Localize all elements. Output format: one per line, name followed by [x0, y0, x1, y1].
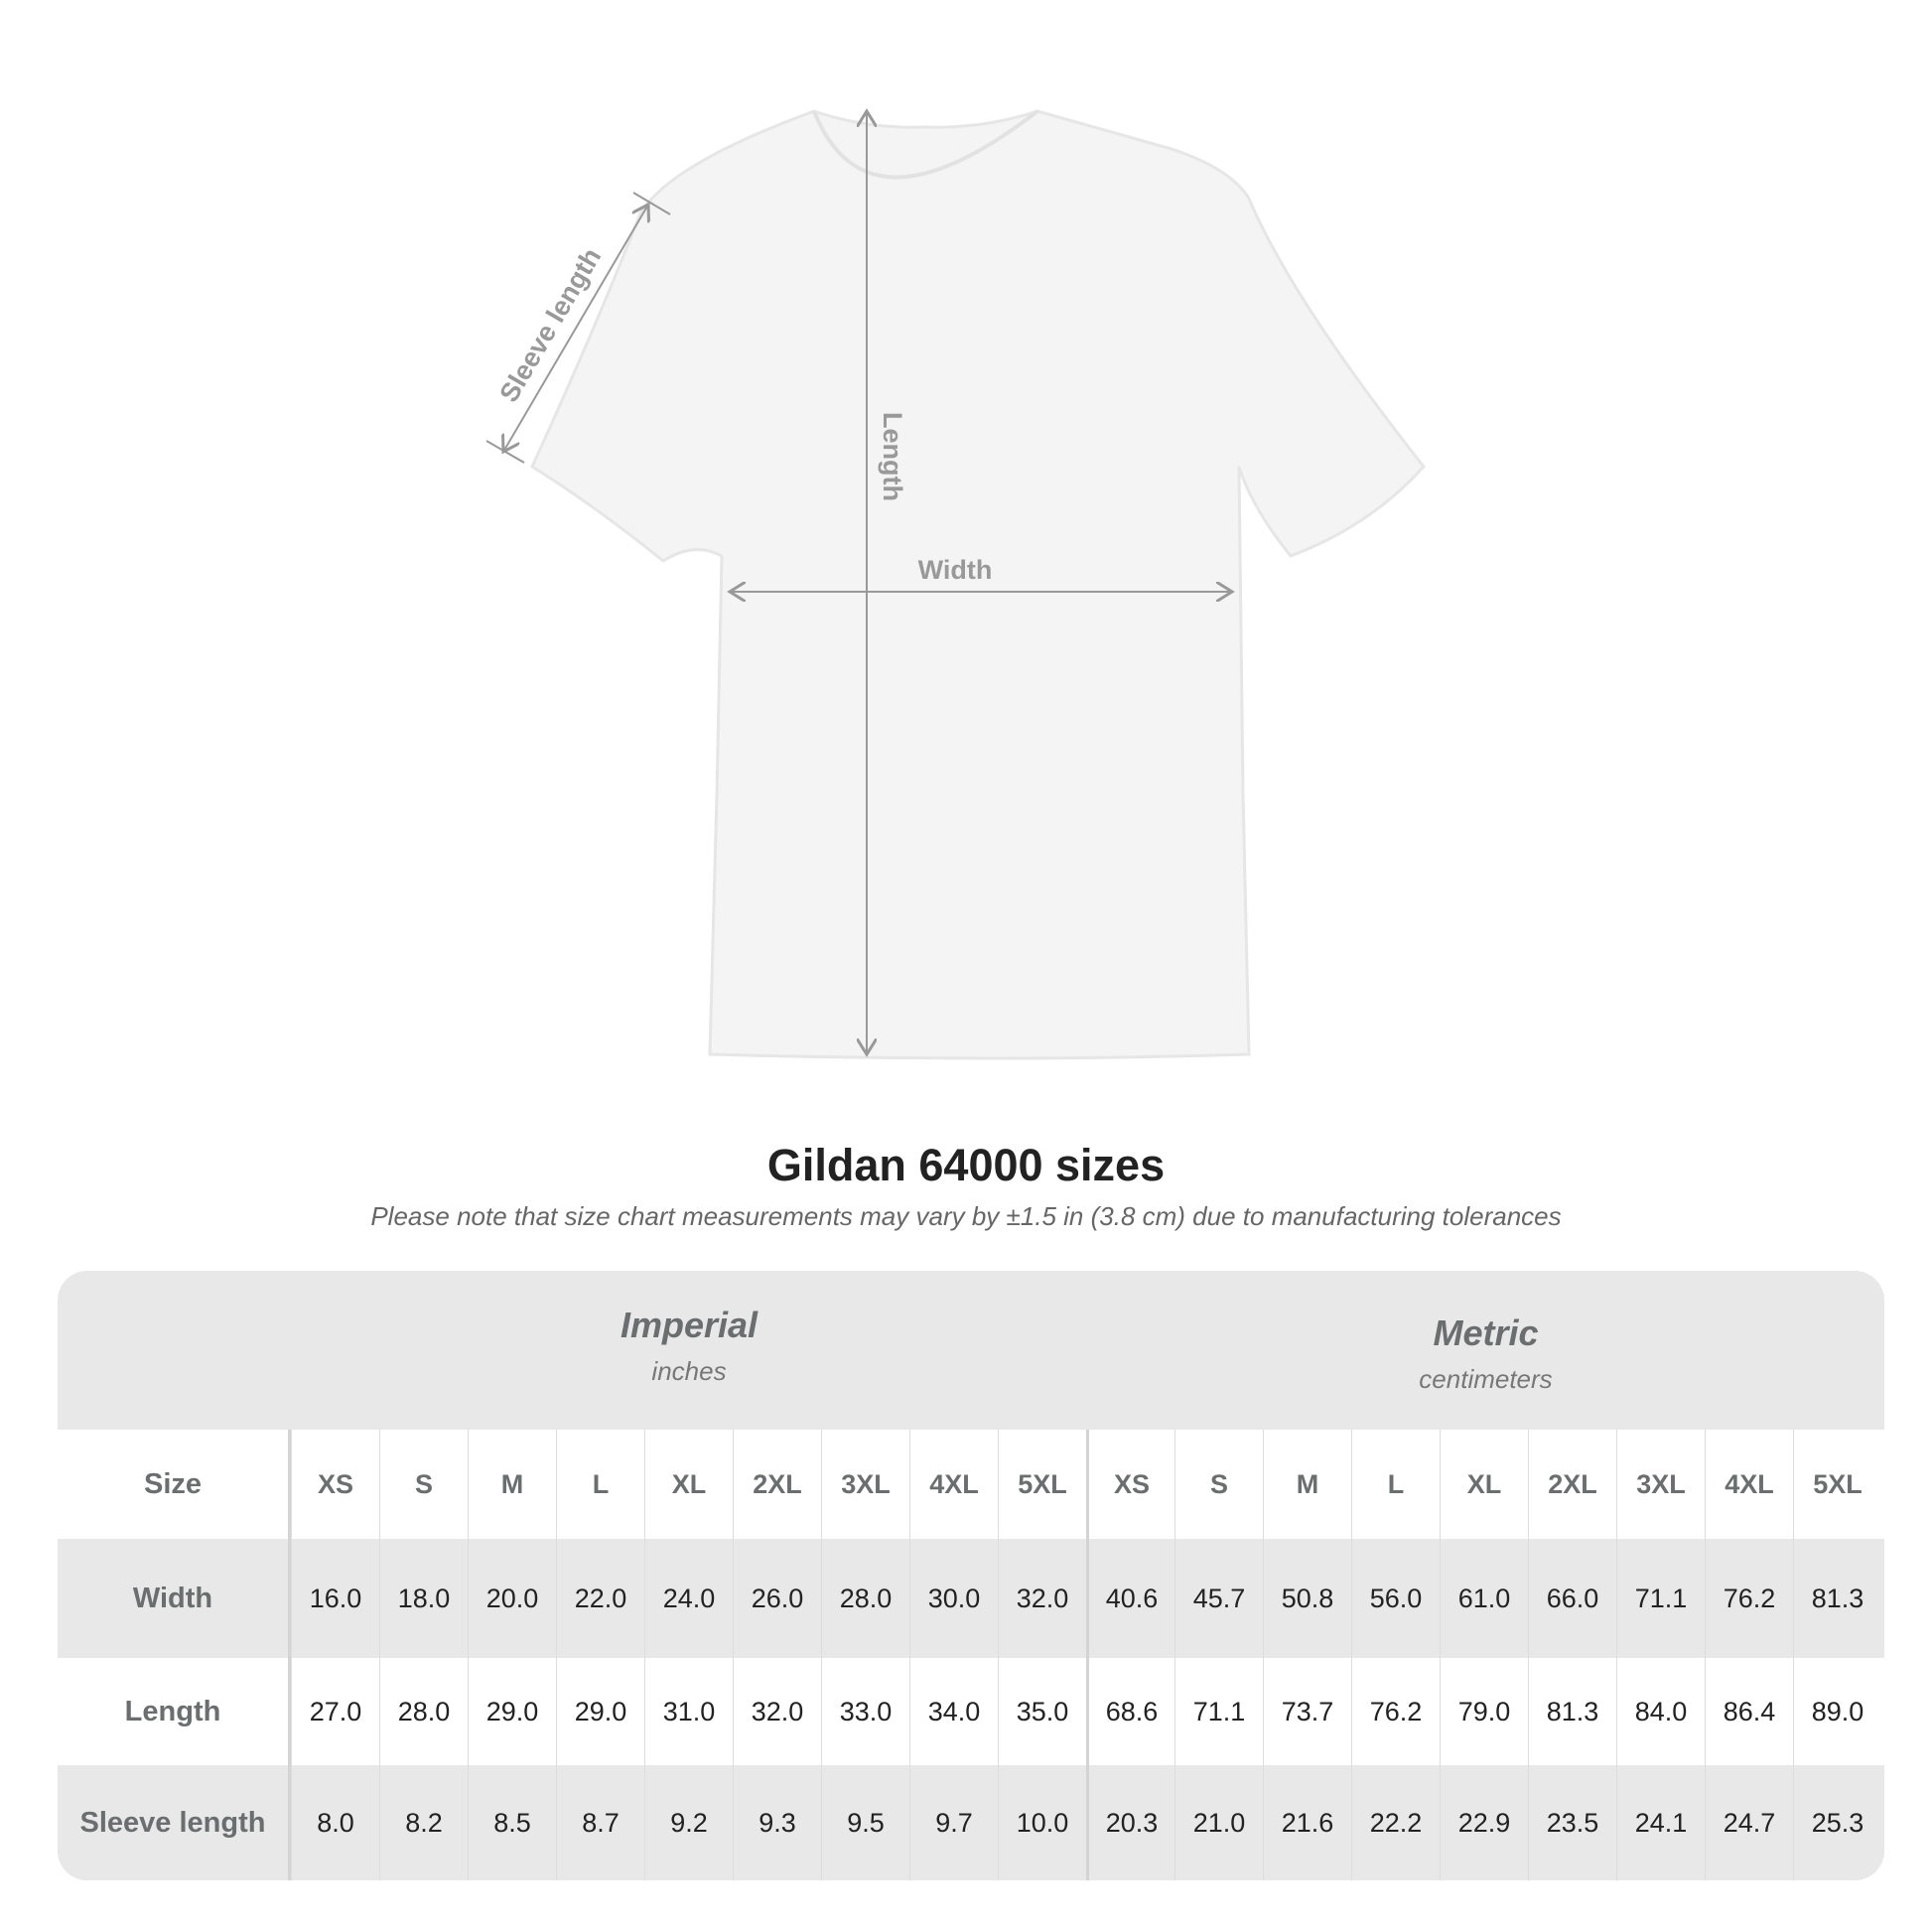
imperial-unit: inches [651, 1356, 727, 1386]
table-cell-metric: 71.1 [1174, 1658, 1263, 1765]
tolerance-note: Please note that size chart measurements… [370, 1201, 1562, 1231]
table-cell-imperial: 20.0 [468, 1539, 556, 1658]
table-cell-metric: 23.5 [1528, 1765, 1616, 1880]
table-cell-metric: 50.8 [1263, 1539, 1351, 1658]
size-header-imperial: XS [291, 1430, 379, 1539]
table-cell-imperial: 10.0 [998, 1765, 1086, 1880]
table-cell-imperial: 8.7 [556, 1765, 644, 1880]
table-cell-metric: 21.6 [1263, 1765, 1351, 1880]
size-header-imperial: 5XL [998, 1430, 1086, 1539]
table-cell-imperial: 30.0 [909, 1539, 998, 1658]
table-cell-imperial: 35.0 [998, 1658, 1086, 1765]
size-table: Imperial inches Metric centimeters Size X… [58, 1271, 1884, 1880]
table-cell-imperial: 9.3 [733, 1765, 821, 1880]
sleeve-length-arrow [503, 205, 648, 452]
page-title: Gildan 64000 sizes [766, 1140, 1166, 1190]
tshirt-diagram: Length Width Sleeve length [485, 0, 1426, 1060]
table-cell-imperial: 22.0 [556, 1539, 644, 1658]
size-row: Size XS S M L XL 2XL 3XL 4XL 5XL XS S M L XL 2XL 3XL 4XL 5… [58, 1430, 1884, 1539]
table-cell-imperial: 32.0 [733, 1658, 821, 1765]
table-cell-imperial: 33.0 [821, 1658, 909, 1765]
size-header-metric: 4XL [1705, 1430, 1793, 1539]
table-cell-imperial: 27.0 [291, 1658, 379, 1765]
size-header-imperial: M [468, 1430, 556, 1539]
size-header-imperial: 2XL [733, 1430, 821, 1539]
table-cell-imperial: 16.0 [291, 1539, 379, 1658]
table-cell-imperial: 8.0 [291, 1765, 379, 1880]
table-cell-imperial: 9.5 [821, 1765, 909, 1880]
table-cell-imperial: 9.2 [644, 1765, 733, 1880]
table-cell-imperial: 8.2 [379, 1765, 468, 1880]
table-cell-imperial: 28.0 [821, 1539, 909, 1658]
table-cell-metric: 56.0 [1351, 1539, 1440, 1658]
table-cell-metric: 40.6 [1086, 1539, 1174, 1658]
table-cell-imperial: 26.0 [733, 1539, 821, 1658]
metric-header: Metric centimeters [1087, 1271, 1884, 1430]
table-cell-imperial: 29.0 [556, 1658, 644, 1765]
table-cell-imperial: 31.0 [644, 1658, 733, 1765]
metric-title: Metric [1433, 1312, 1539, 1353]
size-header-imperial: XL [644, 1430, 733, 1539]
table-cell-metric: 84.0 [1616, 1658, 1705, 1765]
width-row: Width 16.0 18.0 20.0 22.0 24.0 26.0 28.0 30.0 32.… [58, 1539, 1884, 1658]
table-cell-imperial: 9.7 [909, 1765, 998, 1880]
size-header-metric: 5XL [1793, 1430, 1881, 1539]
size-header-imperial: 3XL [821, 1430, 909, 1539]
table-cell-metric: 21.0 [1174, 1765, 1263, 1880]
size-header-imperial: S [379, 1430, 468, 1539]
table-cell-metric: 79.0 [1440, 1658, 1528, 1765]
size-header-metric: XS [1086, 1430, 1174, 1539]
size-header-metric: 2XL [1528, 1430, 1616, 1539]
table-cell-metric: 71.1 [1616, 1539, 1705, 1658]
length-row: Length 27.0 28.0 29.0 29.0 31.0 32.0 33.0 34.0 35… [58, 1658, 1884, 1765]
size-header-metric: XL [1440, 1430, 1528, 1539]
table-cell-metric: 22.2 [1351, 1765, 1440, 1880]
table-cell-imperial: 28.0 [379, 1658, 468, 1765]
table-cell-imperial: 18.0 [379, 1539, 468, 1658]
table-cell-metric: 81.3 [1528, 1658, 1616, 1765]
table-cell-imperial: 8.5 [468, 1765, 556, 1880]
row-label: Width [58, 1539, 291, 1658]
table-cell-imperial: 32.0 [998, 1539, 1086, 1658]
size-header-imperial: 4XL [909, 1430, 998, 1539]
metric-unit: centimeters [1419, 1364, 1553, 1394]
size-header-metric: L [1351, 1430, 1440, 1539]
table-cell-metric: 22.9 [1440, 1765, 1528, 1880]
length-label: Length [878, 412, 907, 501]
table-cell-metric: 68.6 [1086, 1658, 1174, 1765]
table-cell-metric: 24.7 [1705, 1765, 1793, 1880]
row-label: Length [58, 1658, 291, 1765]
size-header-metric: 3XL [1616, 1430, 1705, 1539]
size-header-metric: S [1174, 1430, 1263, 1539]
table-cell-metric: 20.3 [1086, 1765, 1174, 1880]
table-cell-metric: 81.3 [1793, 1539, 1881, 1658]
table-cell-imperial: 29.0 [468, 1658, 556, 1765]
table-cell-metric: 24.1 [1616, 1765, 1705, 1880]
table-cell-metric: 45.7 [1174, 1539, 1263, 1658]
table-cell-metric: 61.0 [1440, 1539, 1528, 1658]
imperial-header: Imperial inches [291, 1271, 1087, 1430]
size-header-metric: M [1263, 1430, 1351, 1539]
table-cell-metric: 73.7 [1263, 1658, 1351, 1765]
table-cell-imperial: 34.0 [909, 1658, 998, 1765]
table-cell-imperial: 24.0 [644, 1539, 733, 1658]
row-label: Sleeve length [58, 1765, 291, 1880]
size-header-imperial: L [556, 1430, 644, 1539]
imperial-title: Imperial [620, 1305, 759, 1345]
sleeve-length-row: Sleeve length 8.0 8.2 8.5 8.7 9.2 9.3 9.5 9.7 10.… [58, 1765, 1884, 1880]
table-cell-metric: 66.0 [1528, 1539, 1616, 1658]
table-cell-metric: 89.0 [1793, 1658, 1881, 1765]
table-cell-metric: 86.4 [1705, 1658, 1793, 1765]
tshirt-collar [812, 109, 1039, 180]
table-cell-metric: 76.2 [1351, 1658, 1440, 1765]
tshirt-shape [530, 109, 1426, 1060]
size-header-label: Size [58, 1430, 291, 1539]
table-cell-metric: 25.3 [1793, 1765, 1881, 1880]
table-cell-metric: 76.2 [1705, 1539, 1793, 1658]
width-label: Width [918, 555, 993, 585]
